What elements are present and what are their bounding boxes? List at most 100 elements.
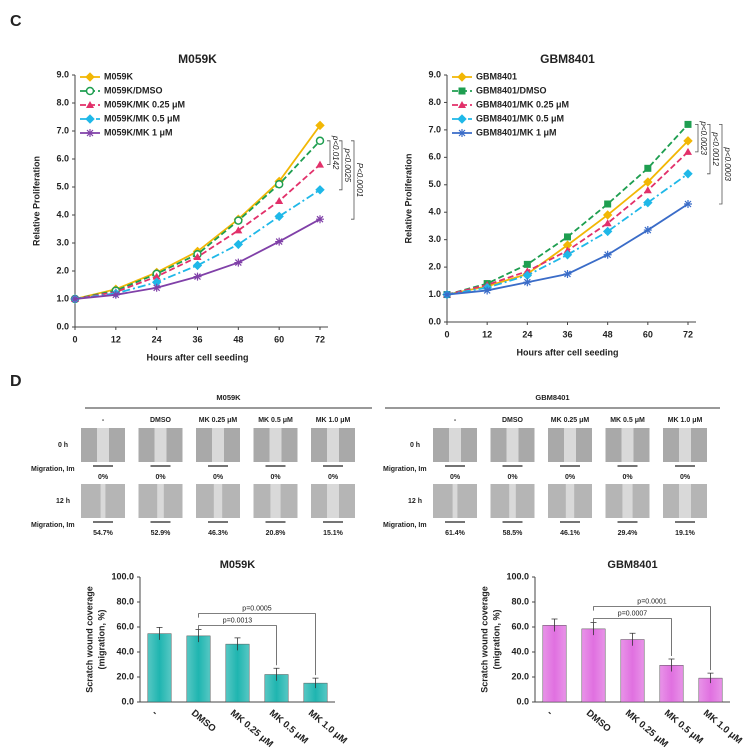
- data-point: [523, 260, 531, 268]
- legend-marker: [85, 72, 95, 82]
- y-tick-label: 0.0: [516, 696, 529, 706]
- data-point: [234, 216, 243, 225]
- data-point: [315, 120, 325, 131]
- x-tick-label: 12: [482, 329, 492, 339]
- legend-marker: [458, 101, 466, 108]
- x-tick-label: MK 1.0 μM: [701, 708, 744, 747]
- migration-value: 0%: [507, 474, 518, 481]
- legend-marker: [85, 114, 95, 124]
- data-point: [274, 211, 284, 222]
- data-point: [602, 210, 613, 220]
- wound-area: [679, 428, 691, 462]
- p-value: p=0.0007: [618, 610, 647, 617]
- data-point: [683, 169, 693, 179]
- migration-value: 0%: [213, 474, 224, 481]
- wound-area: [327, 484, 339, 518]
- y-axis-label: Relative Proliferation: [403, 153, 413, 243]
- series-line: [74, 189, 321, 300]
- data-point: [234, 226, 243, 234]
- wound-area: [565, 484, 575, 518]
- y-axis-label: Scratch wound coverage: [84, 586, 94, 693]
- wound-area: [212, 428, 224, 462]
- column-header: DMSO: [502, 417, 524, 424]
- column-header: MK 0.25 μM: [199, 417, 238, 424]
- legend-label: M059K: [104, 71, 134, 81]
- migration-value: 0%: [680, 474, 691, 481]
- legend-marker: [457, 114, 467, 124]
- migration-label: Migration, Im: [31, 522, 75, 529]
- y-tick-label: 5.0: [428, 179, 441, 189]
- data-point: [316, 160, 324, 168]
- column-header: -: [454, 417, 457, 424]
- x-tick-label: 72: [315, 334, 325, 344]
- significance-bracket: [198, 625, 277, 666]
- y-axis-label: Scratch wound coverage: [479, 586, 489, 693]
- data-point: [643, 197, 653, 208]
- column-header: MK 0.5 μM: [610, 417, 645, 424]
- data-point: [71, 295, 79, 303]
- migration-value: 19.1%: [675, 530, 696, 537]
- bar: [225, 643, 250, 703]
- error-bar: [156, 626, 163, 640]
- wound-area: [269, 428, 282, 462]
- data-point: [152, 272, 161, 280]
- data-point: [274, 179, 284, 189]
- y-axis-label: (migration, %): [491, 609, 501, 669]
- migration-value: 61.4%: [445, 530, 466, 537]
- data-point: [111, 290, 120, 299]
- y-tick-label: 100.0: [506, 571, 529, 581]
- y-tick-label: 7.0: [56, 125, 69, 135]
- legend-label: GBM8401/DMSO: [476, 85, 547, 95]
- y-tick-label: 3.0: [428, 234, 441, 244]
- y-tick-label: 40.0: [511, 646, 529, 656]
- migration-value: 20.8%: [266, 530, 287, 537]
- data-point: [275, 237, 284, 246]
- data-point: [603, 250, 612, 259]
- y-tick-label: 6.0: [56, 153, 69, 163]
- data-point: [684, 199, 692, 208]
- y-tick-label: 60.0: [116, 621, 134, 631]
- data-point: [316, 215, 324, 224]
- column-header: -: [102, 417, 105, 424]
- data-point: [275, 197, 284, 204]
- panel-title: GBM8401: [535, 393, 569, 402]
- wound-area: [327, 428, 339, 462]
- significance-bracket: [351, 140, 355, 220]
- y-tick-label: 0.0: [428, 316, 441, 326]
- migration-value: 0%: [565, 474, 576, 481]
- data-point: [315, 136, 325, 146]
- bar: [620, 639, 645, 703]
- bar: [581, 628, 606, 703]
- x-axis-label: Hours after cell seeding: [516, 347, 618, 357]
- data-point: [192, 260, 203, 271]
- bar: [542, 625, 567, 703]
- data-point: [483, 286, 492, 295]
- y-tick-label: 40.0: [116, 646, 134, 656]
- x-tick-label: MK 1.0 μM: [306, 708, 349, 747]
- migration-label: Migration, Im: [383, 522, 427, 529]
- x-tick-label: 0: [444, 329, 449, 339]
- migration-value: 0%: [450, 474, 461, 481]
- significance-bracket: [327, 140, 331, 165]
- y-tick-label: 1.0: [56, 293, 69, 303]
- data-point: [564, 233, 571, 241]
- y-tick-label: 6.0: [428, 152, 441, 162]
- data-point: [523, 278, 532, 287]
- wound-area: [679, 484, 691, 518]
- x-tick-label: 60: [643, 329, 653, 339]
- data-point: [315, 185, 325, 195]
- p-value: p=0.0013: [223, 617, 252, 624]
- legend-marker: [86, 129, 94, 137]
- series-line: [446, 123, 689, 296]
- y-tick-label: 2.0: [56, 265, 69, 275]
- migration-value: 54.7%: [93, 530, 114, 537]
- bar: [186, 635, 211, 703]
- x-tick-label: 60: [274, 334, 284, 344]
- legend-marker: [457, 72, 467, 82]
- panel-label: D: [10, 373, 22, 390]
- error-bar: [273, 667, 280, 681]
- y-tick-label: 7.0: [428, 124, 441, 134]
- panel-label: C: [10, 13, 22, 30]
